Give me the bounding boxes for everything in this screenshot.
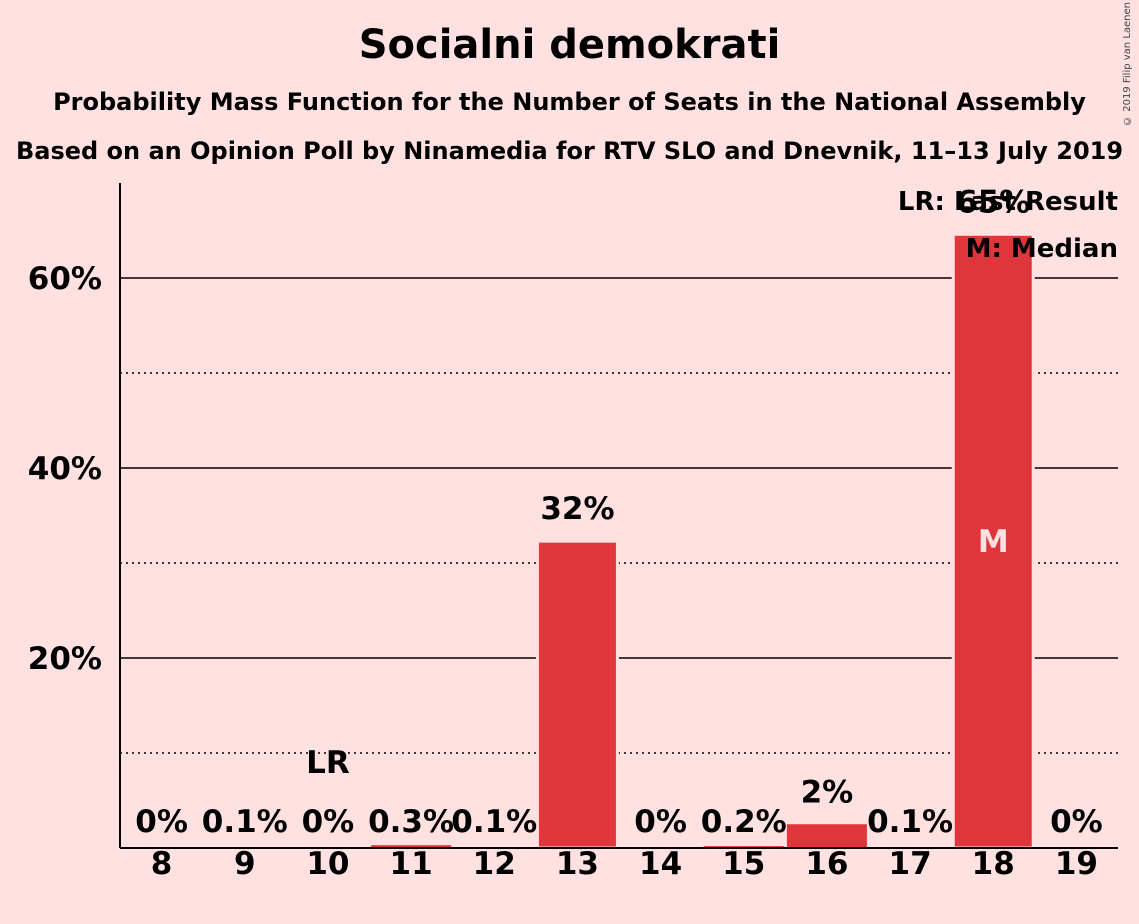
x-tick-label: 19 [1055, 846, 1098, 882]
value-label: 0.1% [202, 804, 288, 840]
value-label: 65% [956, 184, 1030, 220]
gridlines [120, 277, 1118, 754]
value-label: 0% [634, 804, 687, 840]
axes [119, 183, 1118, 849]
chart-source-subtitle: Based on an Opinion Poll by Ninamedia fo… [15, 137, 1124, 165]
labels: 20% 40% 60% 8 0% 9 0.1% 10 0% 11 0.3% 12 0.1% 13 32% 14… [28, 184, 1103, 882]
value-label: 0.1% [451, 804, 537, 840]
x-tick-label: 15 [722, 846, 765, 882]
y-tick-label: 40% [28, 451, 102, 487]
legend: LR: Last Result M: Median [898, 187, 1118, 264]
median-marker: M [978, 524, 1009, 560]
bar [786, 824, 867, 848]
y-tick-label: 60% [28, 261, 102, 297]
value-label: 0.3% [368, 804, 454, 840]
value-label: 0% [302, 804, 355, 840]
x-tick-label: 12 [473, 846, 516, 882]
x-tick-label: 18 [972, 846, 1015, 882]
value-label: 32% [540, 491, 614, 527]
value-label: 0% [135, 804, 188, 840]
bar [535, 539, 619, 850]
bar [371, 845, 452, 848]
chart-subtitle: Probability Mass Function for the Number… [53, 88, 1086, 116]
value-label: 0% [1050, 804, 1103, 840]
x-tick-label: 10 [306, 846, 349, 882]
bars [204, 232, 1035, 850]
y-tick-label: 20% [28, 641, 102, 677]
value-label: 2% [801, 774, 854, 810]
legend-item: M: Median [966, 234, 1118, 264]
value-label: 0.2% [701, 804, 787, 840]
legend-item: LR: Last Result [898, 187, 1118, 217]
x-tick-label: 9 [234, 846, 256, 882]
x-tick-label: 14 [639, 846, 682, 882]
x-tick-label: 17 [889, 846, 932, 882]
x-tick-label: 13 [556, 846, 599, 882]
x-tick-label: 11 [390, 846, 433, 882]
chart-title: Socialni demokrati [358, 22, 781, 68]
last-result-marker: LR [306, 745, 350, 781]
x-tick-label: 8 [151, 846, 173, 882]
value-label: 0.1% [867, 804, 953, 840]
x-tick-label: 16 [805, 846, 848, 882]
